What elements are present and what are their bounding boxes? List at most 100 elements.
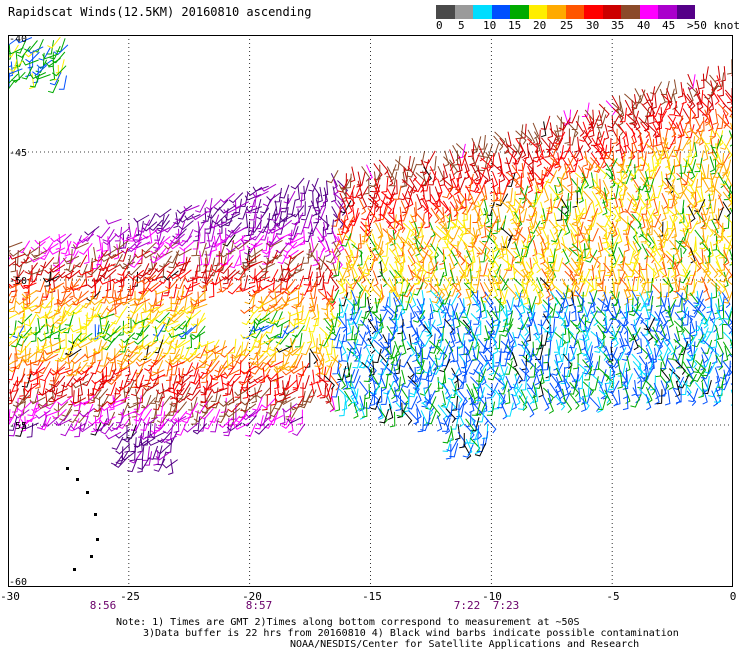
wind-barb-1643 <box>542 263 554 278</box>
wind-barb-795 <box>596 198 603 215</box>
wind-barb-2502 <box>258 323 275 332</box>
wind-barb-3001 <box>161 362 171 377</box>
wind-barb-206 <box>654 122 661 138</box>
wind-barb-1430 <box>505 247 516 263</box>
wind-barb-3145 <box>451 367 459 384</box>
wind-barb-3201 <box>98 376 115 385</box>
wind-barb-108 <box>703 93 713 110</box>
wind-barb-1062 <box>704 221 714 238</box>
wind-barb-3561 <box>451 395 459 411</box>
wind-barb-1736 <box>453 271 466 286</box>
wind-barb-2644 <box>580 334 587 351</box>
wind-barb-7 <box>47 36 61 49</box>
wind-barb-2213 <box>309 303 317 320</box>
wind-barb-1132 <box>549 229 557 246</box>
wind-barb-3174 <box>641 366 655 380</box>
wind-barb-677 <box>295 192 303 208</box>
wind-barb-2507 <box>306 327 313 344</box>
wind-barb-1512 <box>341 255 352 270</box>
wind-barb-2991 <box>90 360 101 375</box>
wind-barb-531 <box>686 172 698 187</box>
wind-barb-1831 <box>402 276 413 292</box>
wind-barb-69 <box>650 81 663 95</box>
wind-barb-2693 <box>189 341 201 356</box>
wind-barb-3023 <box>317 359 325 374</box>
wind-barb-3590 <box>27 402 38 417</box>
wind-barb-820 <box>202 207 213 222</box>
wind-barb-955 <box>561 212 571 227</box>
wind-barb-316 <box>638 143 644 160</box>
scale-label-20: 20 <box>533 19 547 32</box>
wind-barb-3312 <box>159 383 165 400</box>
wind-barb-1049 <box>611 221 618 238</box>
wind-barb-3589 <box>17 401 32 413</box>
wind-barb-3183 <box>714 367 721 384</box>
wind-barb-3611 <box>173 401 187 414</box>
wind-barb-327 <box>712 143 719 160</box>
wind-barb-168 <box>607 115 614 132</box>
wind-barb-2515 <box>366 324 372 341</box>
wind-barb-3443 <box>351 390 359 407</box>
wind-barb-3247 <box>433 376 440 393</box>
wind-barb-2471 <box>8 326 19 339</box>
wind-barb-1732 <box>425 268 437 283</box>
wind-barb-3429 <box>251 387 257 404</box>
wind-barb-3491 <box>686 390 697 406</box>
wind-barb-259 <box>527 138 539 153</box>
wind-barb-686 <box>368 194 379 210</box>
wind-barb-1688 <box>116 271 131 283</box>
wind-barb-2460 <box>656 320 669 334</box>
wind-barb-903 <box>191 211 208 221</box>
wind-barb-1801 <box>187 276 194 292</box>
wind-barb-25 <box>42 53 59 60</box>
wind-barb-1520 <box>407 256 417 272</box>
wind-barb-1060 <box>679 218 692 233</box>
wind-barb-3177 <box>664 368 674 383</box>
wind-barb-1186 <box>239 235 245 252</box>
wind-barb-2848 <box>556 347 563 364</box>
wind-barb-1075 <box>146 228 153 245</box>
wind-barb-1165 <box>78 233 95 244</box>
wind-barb-1302 <box>328 239 341 254</box>
wind-barb-120 <box>641 103 652 119</box>
wind-barb-3657 <box>14 409 30 419</box>
wind-barb-484 <box>356 171 366 186</box>
wind-barb-761 <box>358 198 367 215</box>
wind-barb-2769 <box>729 339 733 356</box>
wind-barb-3012 <box>246 362 252 378</box>
wind-barb-500 <box>477 170 489 185</box>
wind-barb-62 <box>709 74 720 90</box>
wind-barb-1797 <box>146 275 163 283</box>
wind-barb-671 <box>244 194 262 201</box>
wind-barb-3480 <box>610 390 619 407</box>
wind-barb-459 <box>595 165 608 180</box>
wind-barb-2437 <box>498 318 508 333</box>
wind-barb-1969 <box>656 282 663 299</box>
wind-barb-1503 <box>282 256 292 271</box>
wind-barb-3032 <box>377 361 389 376</box>
scale-label-50-knots: >50 knots <box>687 19 740 32</box>
wind-barb-1083 <box>199 228 206 244</box>
wind-barb-374 <box>378 159 389 175</box>
wind-barb-1577 <box>65 262 81 273</box>
wind-barb-2248 <box>547 303 557 318</box>
wind-barb-656 <box>653 184 663 199</box>
wind-barb-1943 <box>479 282 487 299</box>
wind-barb-1042 <box>564 218 571 236</box>
wind-barb-728 <box>661 192 669 210</box>
wind-barb-2032 <box>405 288 416 304</box>
wind-barb-869 <box>557 207 569 223</box>
wind-barb-2961 <box>609 354 622 368</box>
wind-barb-2879 <box>33 351 44 366</box>
wind-barb-704 <box>489 191 495 207</box>
wind-barb-3047 <box>488 359 495 376</box>
wind-barb-2888 <box>99 352 109 367</box>
wind-barb-2174 <box>717 296 725 312</box>
wind-barb-1133 <box>554 228 560 245</box>
wind-barb-2525 <box>437 327 444 344</box>
wind-barb-2050 <box>534 289 541 305</box>
wind-barb-2710 <box>311 338 318 353</box>
wind-barb-2409 <box>300 316 311 332</box>
wind-barb-3705 <box>426 410 437 425</box>
wind-barb-136 <box>567 109 579 124</box>
